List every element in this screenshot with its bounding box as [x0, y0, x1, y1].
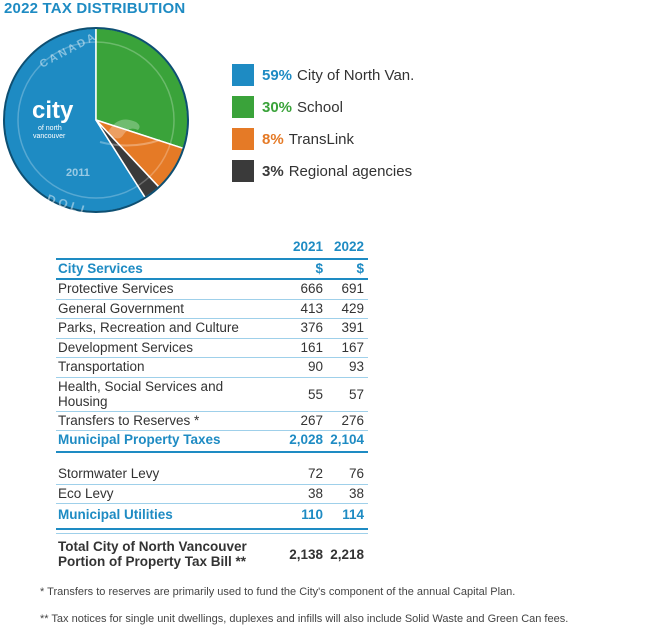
- row-value-2021: 413: [300, 300, 323, 316]
- subtotal-value-2021: 110: [301, 507, 323, 522]
- total-value-2021: 2,138: [289, 547, 323, 562]
- unit-2021: $: [315, 261, 323, 276]
- table-row: General Government 413 429: [56, 300, 368, 319]
- table-row: Stormwater Levy 72 76: [56, 465, 368, 485]
- row-value-2022: 429: [341, 300, 364, 316]
- tax-table: 2021 2022 City Services $ $ Protective S…: [56, 238, 368, 570]
- row-label: Health, Social Services and Housing: [58, 379, 223, 409]
- legend-percent: 30%: [262, 98, 293, 116]
- row-value-2022: 76: [348, 466, 364, 481]
- row-value-2022: 93: [348, 359, 364, 374]
- table-row: Protective Services 666 691: [56, 280, 368, 300]
- table-row: Transportation 90 93: [56, 358, 368, 378]
- row-label: Eco Levy: [58, 485, 114, 501]
- table-row: Development Services 161 167: [56, 339, 368, 358]
- row-label: Transfers to Reserves *: [58, 412, 200, 428]
- row-label: General Government: [58, 300, 185, 316]
- loon-emblem: [99, 119, 161, 147]
- subtotal-label: Municipal Utilities: [58, 507, 173, 522]
- table-row: Health, Social Services and Housing 55 57: [56, 378, 368, 412]
- legend-swatch: [232, 160, 254, 182]
- row-value-2022: 691: [341, 281, 364, 296]
- row-value-2021: 55: [307, 386, 323, 402]
- logo-word: city: [32, 97, 74, 124]
- row-label-line1: Health, Social Services and: [58, 378, 224, 394]
- unit-2022: $: [356, 261, 364, 276]
- col-header-2021: 2021: [292, 239, 323, 254]
- row-value-2021: 38: [307, 485, 323, 501]
- coin-rim: [3, 27, 189, 213]
- row-value-2022: 391: [341, 320, 364, 335]
- subtotal-label: Municipal Property Taxes: [58, 432, 221, 447]
- total-label: Total City of North Vancouver Portion of …: [58, 539, 247, 569]
- row-value-2022: 276: [341, 412, 364, 428]
- total-label-line1: Total City of North Vancouver: [58, 539, 247, 554]
- subtotal-utilities: Municipal Utilities 110 114: [56, 504, 368, 530]
- legend-label: Regional agencies: [288, 162, 413, 180]
- legend-item-regional: 3% Regional agencies: [232, 160, 492, 182]
- row-label: Transportation: [58, 359, 145, 374]
- subtotal-value-2022: 114: [342, 507, 364, 522]
- legend-label: School: [297, 98, 343, 116]
- row-value-2021: 90: [307, 359, 323, 374]
- row-value-2021: 666: [300, 281, 323, 296]
- legend-percent: 59%: [262, 66, 293, 84]
- row-label: Development Services: [58, 339, 194, 355]
- logo-line3: vancouver: [33, 133, 66, 140]
- subtotal-value-2021: 2,028: [289, 432, 323, 447]
- table-row: Parks, Recreation and Culture 376 391: [56, 319, 368, 339]
- city-logo: city of north vancouver: [32, 97, 74, 140]
- legend-swatch: [232, 96, 254, 118]
- total-label-line2: Portion of Property Tax Bill **: [58, 554, 247, 569]
- total-row: Total City of North Vancouver Portion of …: [56, 533, 368, 570]
- row-value-2021: 72: [307, 466, 323, 481]
- row-value-2021: 376: [300, 320, 323, 335]
- legend-item-city: 59% City of North Van.: [232, 64, 492, 86]
- table-row: Transfers to Reserves * 267 276: [56, 412, 368, 431]
- coin-inner-ring: [17, 41, 175, 199]
- total-value-2022: 2,218: [330, 547, 364, 562]
- row-value-2022: 167: [341, 339, 364, 355]
- table-section-header: City Services $ $: [56, 258, 368, 280]
- row-label: Stormwater Levy: [58, 466, 160, 481]
- legend-percent: 3%: [262, 162, 284, 180]
- footnote-transfers: * Transfers to reserves are primarily us…: [40, 586, 516, 598]
- section-label: City Services: [58, 261, 143, 276]
- table-spacer: [56, 453, 368, 465]
- legend-label: City of North Van.: [297, 66, 415, 84]
- legend-label: TransLink: [288, 130, 354, 148]
- row-label: Parks, Recreation and Culture: [58, 320, 239, 335]
- legend-item-translink: 8% TransLink: [232, 128, 492, 150]
- chart-title: 2022 TAX DISTRIBUTION: [4, 0, 186, 17]
- row-value-2022: 57: [348, 386, 364, 402]
- legend-swatch: [232, 64, 254, 86]
- subtotal-property-taxes: Municipal Property Taxes 2,028 2,104: [56, 431, 368, 453]
- col-header-2022: 2022: [333, 239, 364, 254]
- tax-distribution-pie: C A N A D A 2011 D O L L city of north v…: [3, 27, 189, 218]
- subtotal-value-2022: 2,104: [330, 432, 364, 447]
- row-value-2021: 161: [300, 339, 323, 355]
- legend-percent: 8%: [262, 130, 284, 148]
- legend-swatch: [232, 128, 254, 150]
- coin-year: 2011: [66, 167, 90, 179]
- row-label: Protective Services: [58, 281, 174, 296]
- table-year-header: 2021 2022: [56, 238, 368, 258]
- row-value-2021: 267: [300, 412, 323, 428]
- row-label-line2: Housing: [58, 393, 108, 409]
- table-row: Eco Levy 38 38: [56, 485, 368, 504]
- legend-item-school: 30% School: [232, 96, 492, 118]
- row-value-2022: 38: [348, 485, 364, 501]
- footnote-tax-notices: ** Tax notices for single unit dwellings…: [40, 613, 569, 625]
- logo-line2: of north: [38, 125, 62, 132]
